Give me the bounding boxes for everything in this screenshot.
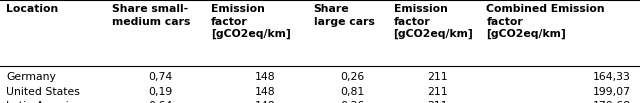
Text: 199,07: 199,07 (593, 87, 630, 97)
Text: 0,26: 0,26 (340, 72, 365, 82)
Text: 211: 211 (428, 72, 448, 82)
Text: Emission
factor
[gCO2eq/km]: Emission factor [gCO2eq/km] (211, 4, 291, 39)
Text: Germany: Germany (6, 72, 56, 82)
Text: Combined Emission
factor
[gCO2eq/km]: Combined Emission factor [gCO2eq/km] (486, 4, 605, 39)
Text: 0,64: 0,64 (148, 101, 173, 103)
Text: 211: 211 (428, 101, 448, 103)
Text: 170,68: 170,68 (593, 101, 630, 103)
Text: 211: 211 (428, 87, 448, 97)
Text: 164,33: 164,33 (593, 72, 630, 82)
Text: Latin America: Latin America (6, 101, 82, 103)
Text: Share small-
medium cars: Share small- medium cars (112, 4, 190, 26)
Text: 148: 148 (255, 87, 275, 97)
Text: United States: United States (6, 87, 80, 97)
Text: Location: Location (6, 4, 59, 14)
Text: 0,36: 0,36 (340, 101, 365, 103)
Text: Share
large cars: Share large cars (314, 4, 374, 26)
Text: 148: 148 (255, 101, 275, 103)
Text: Emission
factor
[gCO2eq/km]: Emission factor [gCO2eq/km] (394, 4, 474, 39)
Text: 0,81: 0,81 (340, 87, 365, 97)
Text: 0,74: 0,74 (148, 72, 173, 82)
Text: 0,19: 0,19 (148, 87, 173, 97)
Text: 148: 148 (255, 72, 275, 82)
